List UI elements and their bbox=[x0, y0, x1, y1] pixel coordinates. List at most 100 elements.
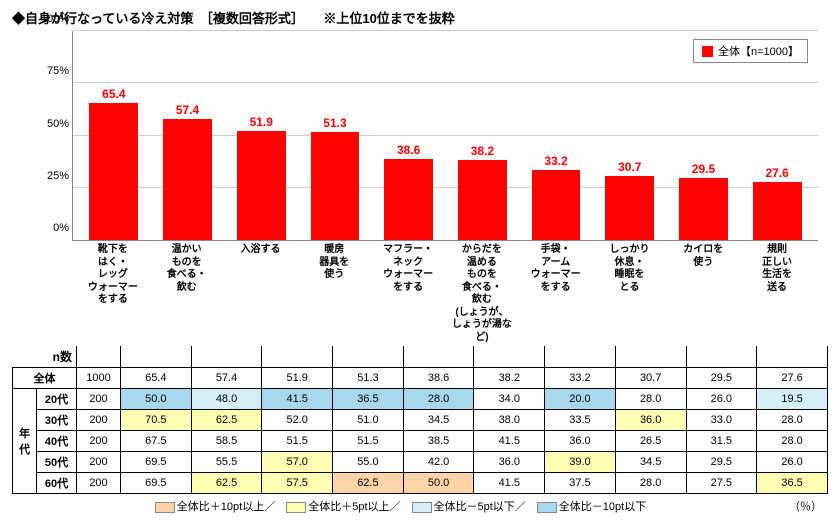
bar bbox=[679, 178, 728, 240]
table-cell: 26.5 bbox=[615, 431, 686, 452]
data-table: n数全体100065.457.451.951.338.638.233.230.7… bbox=[12, 346, 828, 494]
y-tick: 0% bbox=[31, 222, 69, 234]
table-cell: 67.5 bbox=[121, 431, 192, 452]
table-cell: 51.0 bbox=[333, 410, 404, 431]
x-label: 規則正しい生活を送る bbox=[742, 241, 812, 344]
table-cell: 27.6 bbox=[757, 368, 828, 389]
table-cell: 34.5 bbox=[615, 452, 686, 473]
table-cell: 62.5 bbox=[191, 473, 262, 494]
footer-swatch bbox=[286, 502, 306, 513]
table-cell: 42.0 bbox=[403, 452, 474, 473]
row-label: 30代 bbox=[37, 410, 77, 431]
bar-column: 65.4 bbox=[79, 87, 149, 240]
bar-value: 33.2 bbox=[544, 154, 567, 168]
table-cell: 48.0 bbox=[191, 389, 262, 410]
x-label: 温かいものを食べる・飲む bbox=[152, 241, 222, 344]
bar bbox=[237, 131, 286, 240]
table-cell: 34.5 bbox=[403, 410, 474, 431]
blank bbox=[545, 346, 616, 368]
table-cell: 33.0 bbox=[686, 410, 757, 431]
table-cell: 36.5 bbox=[757, 473, 828, 494]
table-cell: 26.0 bbox=[686, 389, 757, 410]
table-cell: 28.0 bbox=[615, 389, 686, 410]
bar-column: 29.5 bbox=[669, 162, 739, 240]
table-cell: 28.0 bbox=[615, 473, 686, 494]
table-cell: 51.5 bbox=[262, 431, 333, 452]
blank bbox=[333, 346, 404, 368]
row-label: 60代 bbox=[37, 473, 77, 494]
blank bbox=[686, 346, 757, 368]
total-n: 1000 bbox=[77, 368, 121, 389]
footer-swatch bbox=[537, 502, 557, 513]
footer-legend: 全体比＋10pt以上／ 全体比＋5pt以上／ 全体比－5pt以下／ 全体比－10… bbox=[12, 498, 828, 514]
legend-swatch bbox=[702, 46, 713, 57]
bar bbox=[89, 103, 138, 240]
bar-value: 27.6 bbox=[766, 166, 789, 180]
footer-swatch bbox=[155, 502, 175, 513]
table-cell: 38.0 bbox=[474, 410, 545, 431]
table-cell: 58.5 bbox=[191, 431, 262, 452]
row-n: 200 bbox=[77, 410, 121, 431]
table-cell: 38.6 bbox=[403, 368, 474, 389]
age-group-header: 年代 bbox=[13, 389, 37, 494]
table-cell: 39.0 bbox=[545, 452, 616, 473]
table-cell: 34.0 bbox=[474, 389, 545, 410]
table-cell: 62.5 bbox=[333, 473, 404, 494]
bar-column: 30.7 bbox=[595, 160, 665, 240]
bar bbox=[384, 159, 433, 240]
footer-swatch bbox=[412, 502, 432, 513]
table-cell: 36.0 bbox=[615, 410, 686, 431]
bar bbox=[532, 170, 581, 240]
table-cell: 50.0 bbox=[121, 389, 192, 410]
table-cell: 57.0 bbox=[262, 452, 333, 473]
table-cell: 28.0 bbox=[403, 389, 474, 410]
table-cell: 28.0 bbox=[757, 431, 828, 452]
total-row-label: 全体 bbox=[13, 368, 77, 389]
x-label: 入浴する bbox=[226, 241, 296, 344]
bar-value: 38.2 bbox=[471, 144, 494, 158]
table-cell: 41.5 bbox=[474, 431, 545, 452]
y-tick: 50% bbox=[31, 118, 69, 130]
table-cell: 19.5 bbox=[757, 389, 828, 410]
table-cell: 70.5 bbox=[121, 410, 192, 431]
x-label: からだを温めるものを食べる・飲む(しょうが、しょうが湯など) bbox=[447, 241, 517, 344]
footer-label: 全体比＋10pt以上／ bbox=[177, 501, 275, 513]
table-cell: 30.7 bbox=[615, 368, 686, 389]
bar-column: 57.4 bbox=[153, 103, 223, 240]
legend-label: 全体【n=1000】 bbox=[718, 43, 799, 59]
row-n: 200 bbox=[77, 452, 121, 473]
table-cell: 65.4 bbox=[121, 368, 192, 389]
table-cell: 69.5 bbox=[121, 452, 192, 473]
table-cell: 36.0 bbox=[474, 452, 545, 473]
bar bbox=[753, 182, 802, 240]
table-cell: 51.5 bbox=[333, 431, 404, 452]
bar bbox=[458, 160, 507, 240]
table-cell: 33.5 bbox=[545, 410, 616, 431]
table-cell: 55.5 bbox=[191, 452, 262, 473]
table-cell: 57.5 bbox=[262, 473, 333, 494]
table-cell: 41.5 bbox=[262, 389, 333, 410]
table-cell: 51.9 bbox=[262, 368, 333, 389]
blank bbox=[757, 346, 828, 368]
x-axis-labels: 靴下をはく・レッグウォーマーをする温かいものを食べる・飲む入浴する暖房器具を使う… bbox=[72, 241, 818, 344]
bar-column: 51.3 bbox=[300, 116, 370, 240]
footer-label: 全体比－5pt以下／ bbox=[434, 501, 526, 513]
y-tick: 75% bbox=[31, 65, 69, 77]
row-n: 200 bbox=[77, 389, 121, 410]
blank bbox=[262, 346, 333, 368]
table-cell: 38.5 bbox=[403, 431, 474, 452]
table-cell: 36.0 bbox=[545, 431, 616, 452]
bar-value: 51.9 bbox=[250, 115, 273, 129]
table-cell: 55.0 bbox=[333, 452, 404, 473]
row-label: 20代 bbox=[37, 389, 77, 410]
page-title: ◆自身が行なっている冷え対策 ［複数回答形式］ ※上位10位までを抜粋 bbox=[12, 8, 828, 27]
bar bbox=[163, 119, 212, 240]
bar bbox=[605, 176, 654, 240]
blank bbox=[121, 346, 192, 368]
footer-label: 全体比＋5pt以上／ bbox=[308, 501, 400, 513]
chart-legend: 全体【n=1000】 bbox=[693, 39, 808, 63]
blank bbox=[77, 346, 121, 368]
bar bbox=[311, 132, 360, 240]
table-cell: 62.5 bbox=[191, 410, 262, 431]
y-tick: 25% bbox=[31, 170, 69, 182]
